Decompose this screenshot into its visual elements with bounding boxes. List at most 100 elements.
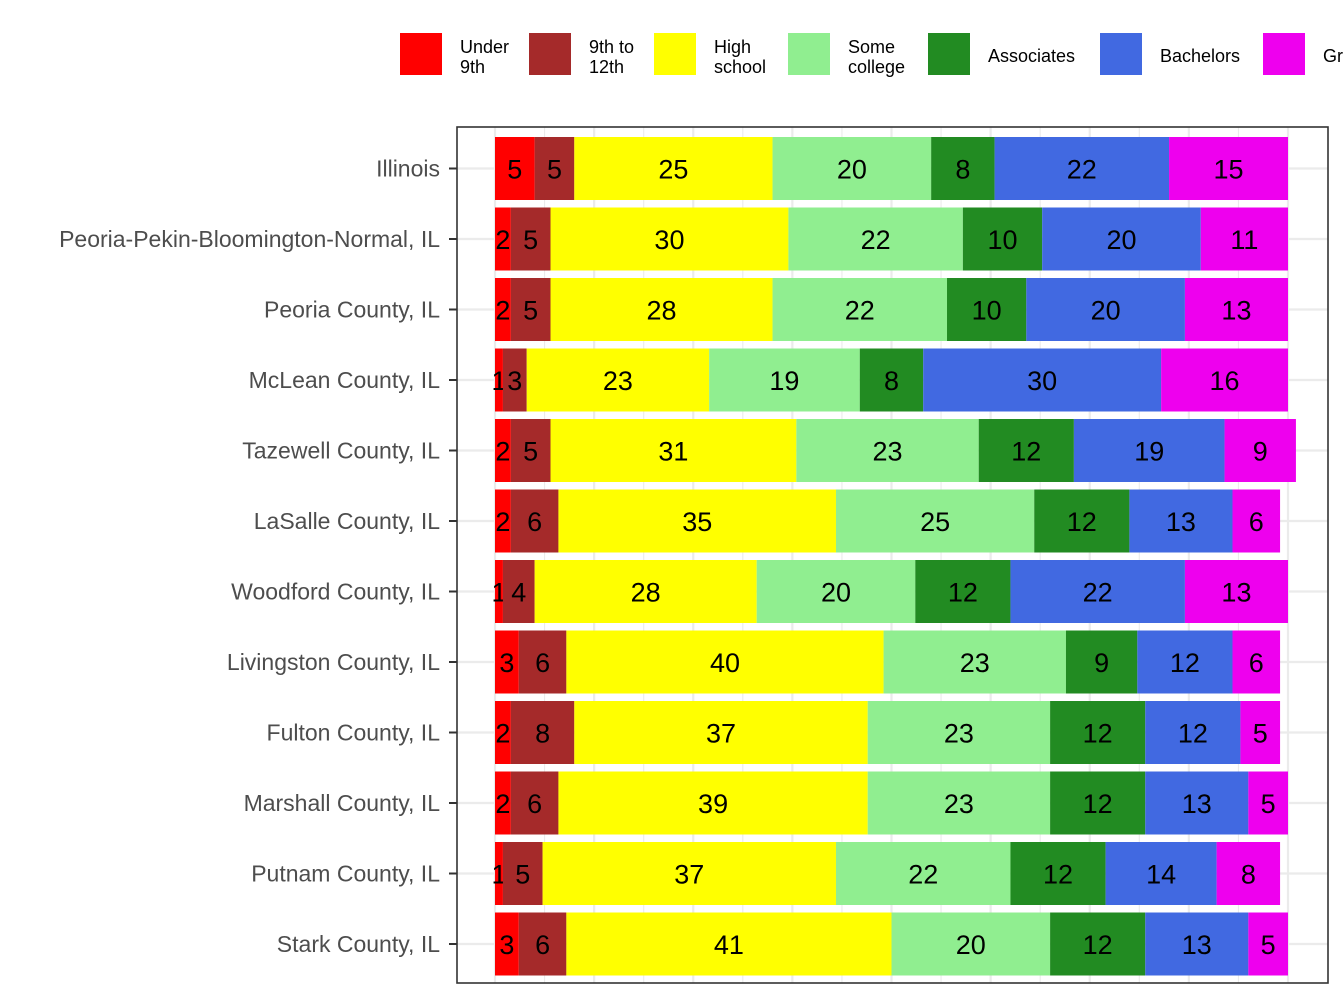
bar-segment bbox=[495, 630, 519, 694]
data-label: 5 bbox=[1261, 789, 1276, 819]
bar-segment bbox=[518, 630, 567, 694]
bar-segment bbox=[566, 912, 892, 976]
bar-segment bbox=[1010, 560, 1185, 623]
data-label: 1 bbox=[491, 578, 506, 608]
legend-key bbox=[1100, 33, 1142, 75]
bar-segment bbox=[495, 771, 511, 835]
bar-segment bbox=[574, 701, 868, 764]
data-label: 5 bbox=[523, 225, 538, 255]
data-label: 8 bbox=[535, 719, 550, 749]
bar-segment bbox=[1034, 489, 1130, 553]
bar-group-5: 2 6 35 25 12 13 6 bbox=[495, 489, 1281, 553]
bar-segment bbox=[1042, 207, 1201, 271]
data-label: 19 bbox=[769, 366, 799, 396]
bar-segment bbox=[923, 348, 1162, 412]
data-label: 2 bbox=[495, 789, 510, 819]
bar-segment bbox=[994, 137, 1170, 200]
bar-segment bbox=[915, 560, 1011, 623]
bar-segment bbox=[495, 348, 503, 412]
bar-segment bbox=[526, 348, 710, 412]
data-label: 1 bbox=[491, 860, 506, 890]
data-label: 10 bbox=[972, 296, 1002, 326]
bar-segment bbox=[495, 278, 511, 341]
bar-segment bbox=[542, 842, 836, 905]
data-label: 9 bbox=[1094, 648, 1109, 678]
bar-segment bbox=[495, 560, 503, 623]
data-label: 23 bbox=[603, 366, 633, 396]
data-label: 28 bbox=[647, 296, 677, 326]
data-label: 2 bbox=[495, 719, 510, 749]
bar-group-1: 2 5 30 22 10 20 11 bbox=[495, 207, 1288, 271]
data-label: 5 bbox=[547, 155, 562, 185]
data-label: 5 bbox=[1261, 930, 1276, 960]
bar-group-0: 5 5 25 20 8 22 15 bbox=[495, 137, 1288, 200]
legend-label: Some bbox=[848, 37, 895, 57]
y-tick-label: Putnam County, IL bbox=[251, 861, 440, 887]
y-tick-label: Marshall County, IL bbox=[244, 790, 441, 816]
bars: 5 5 25 20 8 22 152 5 30 22 10 20 112 5 28 22 10 20 131 3 23 1… bbox=[491, 137, 1296, 976]
data-label: 12 bbox=[1067, 507, 1097, 537]
bar-segment bbox=[796, 419, 979, 482]
bar-segment bbox=[495, 842, 503, 905]
data-label: 5 bbox=[1253, 719, 1268, 749]
bar-segment bbox=[558, 489, 836, 553]
bar-segment bbox=[574, 137, 773, 200]
bar-segment bbox=[1184, 278, 1288, 341]
bar-segment bbox=[502, 842, 543, 905]
bar-segment bbox=[495, 419, 511, 482]
bar-segment bbox=[495, 137, 535, 200]
bar-segment bbox=[1073, 419, 1225, 482]
bar-segment bbox=[1145, 912, 1249, 976]
legend-key bbox=[654, 33, 696, 75]
data-label: 6 bbox=[1249, 507, 1264, 537]
bar-segment bbox=[510, 419, 551, 482]
y-tick-label: Fulton County, IL bbox=[267, 720, 441, 746]
data-label: 4 bbox=[511, 578, 526, 608]
data-label: 20 bbox=[837, 155, 867, 185]
data-label: 10 bbox=[987, 225, 1017, 255]
bar-segment bbox=[550, 419, 797, 482]
legend-key bbox=[400, 33, 442, 75]
data-label: 6 bbox=[527, 789, 542, 819]
data-label: 40 bbox=[710, 648, 740, 678]
legend-label: High bbox=[714, 37, 751, 57]
bar-group-3: 1 3 23 19 8 30 16 bbox=[491, 348, 1288, 412]
data-label: 8 bbox=[1241, 860, 1256, 890]
data-label: 5 bbox=[515, 860, 530, 890]
legend-label: Associates bbox=[988, 46, 1075, 66]
data-label: 19 bbox=[1134, 437, 1164, 467]
data-label: 8 bbox=[955, 155, 970, 185]
data-label: 28 bbox=[631, 578, 661, 608]
y-tick-label: Tazewell County, IL bbox=[242, 438, 440, 464]
bar-segment bbox=[962, 207, 1043, 271]
data-label: 8 bbox=[884, 366, 899, 396]
data-label: 5 bbox=[507, 155, 522, 185]
bar-segment bbox=[1248, 912, 1288, 976]
y-tick-label: LaSalle County, IL bbox=[254, 508, 440, 534]
data-label: 12 bbox=[1178, 719, 1208, 749]
y-axis: Illinois Peoria-Pekin-Bloomington-Normal,… bbox=[59, 156, 457, 957]
bar-segment bbox=[1161, 348, 1288, 412]
bar-segment bbox=[1026, 278, 1185, 341]
bar-segment bbox=[1050, 701, 1146, 764]
legend-label: 12th bbox=[589, 57, 624, 77]
data-label: 23 bbox=[944, 789, 974, 819]
bar-segment bbox=[495, 912, 519, 976]
bar-segment bbox=[931, 137, 995, 200]
data-label: 12 bbox=[948, 578, 978, 608]
bar-segment bbox=[947, 278, 1027, 341]
bar-segment bbox=[1105, 842, 1217, 905]
bar-segment bbox=[1184, 560, 1288, 623]
bar-segment bbox=[510, 771, 559, 835]
data-label: 13 bbox=[1182, 930, 1212, 960]
bar-segment bbox=[1216, 842, 1281, 905]
data-label: 2 bbox=[495, 296, 510, 326]
data-label: 3 bbox=[499, 930, 514, 960]
bar-segment bbox=[1137, 630, 1233, 694]
data-label: 2 bbox=[495, 225, 510, 255]
bar-segment bbox=[495, 489, 511, 553]
